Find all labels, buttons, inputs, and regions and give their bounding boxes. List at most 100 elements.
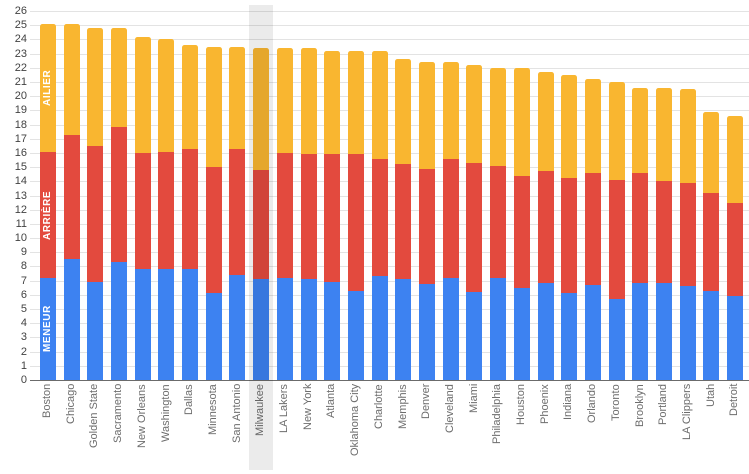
x-axis-label-utah: Utah [704, 384, 717, 408]
bar-segment-arri-re-denver[interactable] [419, 168, 436, 284]
bar-segment-arri-re-new-orleans[interactable] [134, 152, 151, 270]
bar-segment-ailier-dallas[interactable] [182, 45, 199, 149]
bar-segment-meneur-phoenix[interactable] [537, 283, 554, 380]
x-axis-label-minnesota: Minnesota [206, 384, 219, 435]
bar-segment-ailier-milwaukee[interactable] [253, 47, 270, 170]
bar-segment-meneur-chicago[interactable] [63, 259, 80, 380]
bar-segment-ailier-utah[interactable] [703, 111, 720, 193]
bar-segment-ailier-oklahoma-city[interactable] [347, 50, 364, 155]
bar-segment-arri-re-philadelphia[interactable] [490, 165, 507, 278]
bar-segment-ailier-miami[interactable] [466, 64, 483, 163]
bar-segment-arri-re-minnesota[interactable] [205, 167, 222, 294]
bar-segment-ailier-detroit[interactable] [727, 116, 744, 203]
gridline [30, 223, 749, 225]
bar-segment-ailier-la-clippers[interactable] [679, 89, 696, 183]
bar-segment-arri-re-chicago[interactable] [63, 134, 80, 260]
bar-segment-ailier-boston[interactable] [39, 23, 56, 152]
bar-segment-meneur-portland[interactable] [656, 283, 673, 380]
bar-segment-arri-re-cleveland[interactable] [442, 158, 459, 278]
bar-segment-ailier-golden-state[interactable] [87, 28, 104, 146]
bar-segment-arri-re-dallas[interactable] [182, 148, 199, 270]
y-axis-tick-label: 22 [14, 61, 27, 74]
bar-segment-meneur-la-clippers[interactable] [679, 286, 696, 380]
bar-segment-meneur-washington[interactable] [158, 269, 175, 380]
bar-segment-arri-re-oklahoma-city[interactable] [347, 154, 364, 291]
bar-segment-arri-re-la-clippers[interactable] [679, 182, 696, 287]
bar-segment-arri-re-la-lakers[interactable] [276, 152, 293, 278]
bar-segment-meneur-indiana[interactable] [561, 293, 578, 380]
bar-segment-ailier-brooklyn[interactable] [632, 87, 649, 173]
bar-segment-arri-re-washington[interactable] [158, 151, 175, 270]
bar-segment-ailier-indiana[interactable] [561, 74, 578, 179]
bar-segment-ailier-san-antonio[interactable] [229, 46, 246, 149]
bar-segment-ailier-charlotte[interactable] [371, 50, 388, 159]
gridline [30, 337, 749, 339]
bar-segment-ailier-minnesota[interactable] [205, 46, 222, 168]
bar-segment-meneur-charlotte[interactable] [371, 276, 388, 380]
x-axis-label-boston: Boston [41, 384, 53, 419]
bar-segment-ailier-denver[interactable] [419, 62, 436, 169]
bar-segment-ailier-new-york[interactable] [300, 47, 317, 155]
bar-houston [513, 67, 530, 380]
bar-segment-arri-re-new-york[interactable] [300, 154, 317, 280]
bar-segment-meneur-la-lakers[interactable] [276, 277, 293, 380]
bar-segment-meneur-milwaukee[interactable] [253, 279, 270, 380]
bar-segment-meneur-cleveland[interactable] [442, 277, 459, 380]
bar-segment-arri-re-orlando[interactable] [584, 172, 601, 285]
bar-segment-ailier-la-lakers[interactable] [276, 47, 293, 153]
bar-segment-ailier-atlanta[interactable] [324, 50, 341, 155]
bar-segment-arri-re-indiana[interactable] [561, 178, 578, 294]
bar-segment-meneur-detroit[interactable] [727, 296, 744, 380]
x-axis-label-phoenix: Phoenix [538, 384, 551, 424]
bar-segment-meneur-utah[interactable] [703, 290, 720, 380]
bar-segment-meneur-new-orleans[interactable] [134, 269, 151, 380]
bar-segment-meneur-san-antonio[interactable] [229, 274, 246, 380]
bar-segment-ailier-orlando[interactable] [584, 79, 601, 173]
bar-segment-meneur-brooklyn[interactable] [632, 283, 649, 380]
x-axis-label-new-orleans: New Orleans [135, 384, 148, 448]
bar-segment-arri-re-boston[interactable] [39, 151, 56, 278]
bar-segment-arri-re-brooklyn[interactable] [632, 172, 649, 284]
bar-segment-ailier-houston[interactable] [513, 67, 530, 176]
bar-segment-arri-re-milwaukee[interactable] [253, 169, 270, 280]
bar-segment-arri-re-memphis[interactable] [395, 164, 412, 280]
bar-segment-ailier-chicago[interactable] [63, 23, 80, 135]
bar-segment-meneur-philadelphia[interactable] [490, 277, 507, 380]
bar-segment-ailier-portland[interactable] [656, 87, 673, 182]
bar-segment-arri-re-miami[interactable] [466, 162, 483, 292]
bar-segment-meneur-toronto[interactable] [608, 299, 625, 380]
bar-segment-meneur-miami[interactable] [466, 292, 483, 380]
bar-segment-meneur-golden-state[interactable] [87, 282, 104, 380]
bar-segment-arri-re-portland[interactable] [656, 181, 673, 284]
bar-segment-ailier-toronto[interactable] [608, 82, 625, 180]
bar-new-orleans [134, 36, 151, 380]
bar-segment-meneur-dallas[interactable] [182, 269, 199, 380]
bar-segment-ailier-philadelphia[interactable] [490, 67, 507, 166]
bar-segment-ailier-cleveland[interactable] [442, 62, 459, 159]
bar-segment-ailier-washington[interactable] [158, 39, 175, 152]
bar-segment-arri-re-detroit[interactable] [727, 202, 744, 297]
bar-segment-meneur-atlanta[interactable] [324, 282, 341, 380]
bar-segment-meneur-oklahoma-city[interactable] [347, 290, 364, 380]
bar-segment-ailier-phoenix[interactable] [537, 72, 554, 172]
bar-segment-arri-re-houston[interactable] [513, 175, 530, 288]
bar-segment-meneur-denver[interactable] [419, 283, 436, 380]
bar-segment-ailier-memphis[interactable] [395, 59, 412, 165]
bar-segment-arri-re-sacramento[interactable] [110, 127, 127, 263]
bar-segment-arri-re-phoenix[interactable] [537, 171, 554, 284]
bar-segment-arri-re-golden-state[interactable] [87, 145, 104, 283]
bar-segment-arri-re-utah[interactable] [703, 192, 720, 291]
bar-segment-arri-re-charlotte[interactable] [371, 158, 388, 277]
bar-segment-ailier-new-orleans[interactable] [134, 36, 151, 153]
bar-segment-meneur-minnesota[interactable] [205, 293, 222, 380]
bar-segment-ailier-sacramento[interactable] [110, 28, 127, 128]
bar-segment-meneur-sacramento[interactable] [110, 262, 127, 380]
bar-segment-meneur-orlando[interactable] [584, 284, 601, 380]
bar-segment-meneur-new-york[interactable] [300, 279, 317, 380]
bar-segment-arri-re-atlanta[interactable] [324, 154, 341, 283]
bar-segment-arri-re-toronto[interactable] [608, 179, 625, 300]
bar-segment-meneur-houston[interactable] [513, 287, 530, 380]
bar-segment-arri-re-san-antonio[interactable] [229, 148, 246, 275]
bar-segment-meneur-boston[interactable] [39, 277, 56, 380]
bar-segment-meneur-memphis[interactable] [395, 279, 412, 380]
